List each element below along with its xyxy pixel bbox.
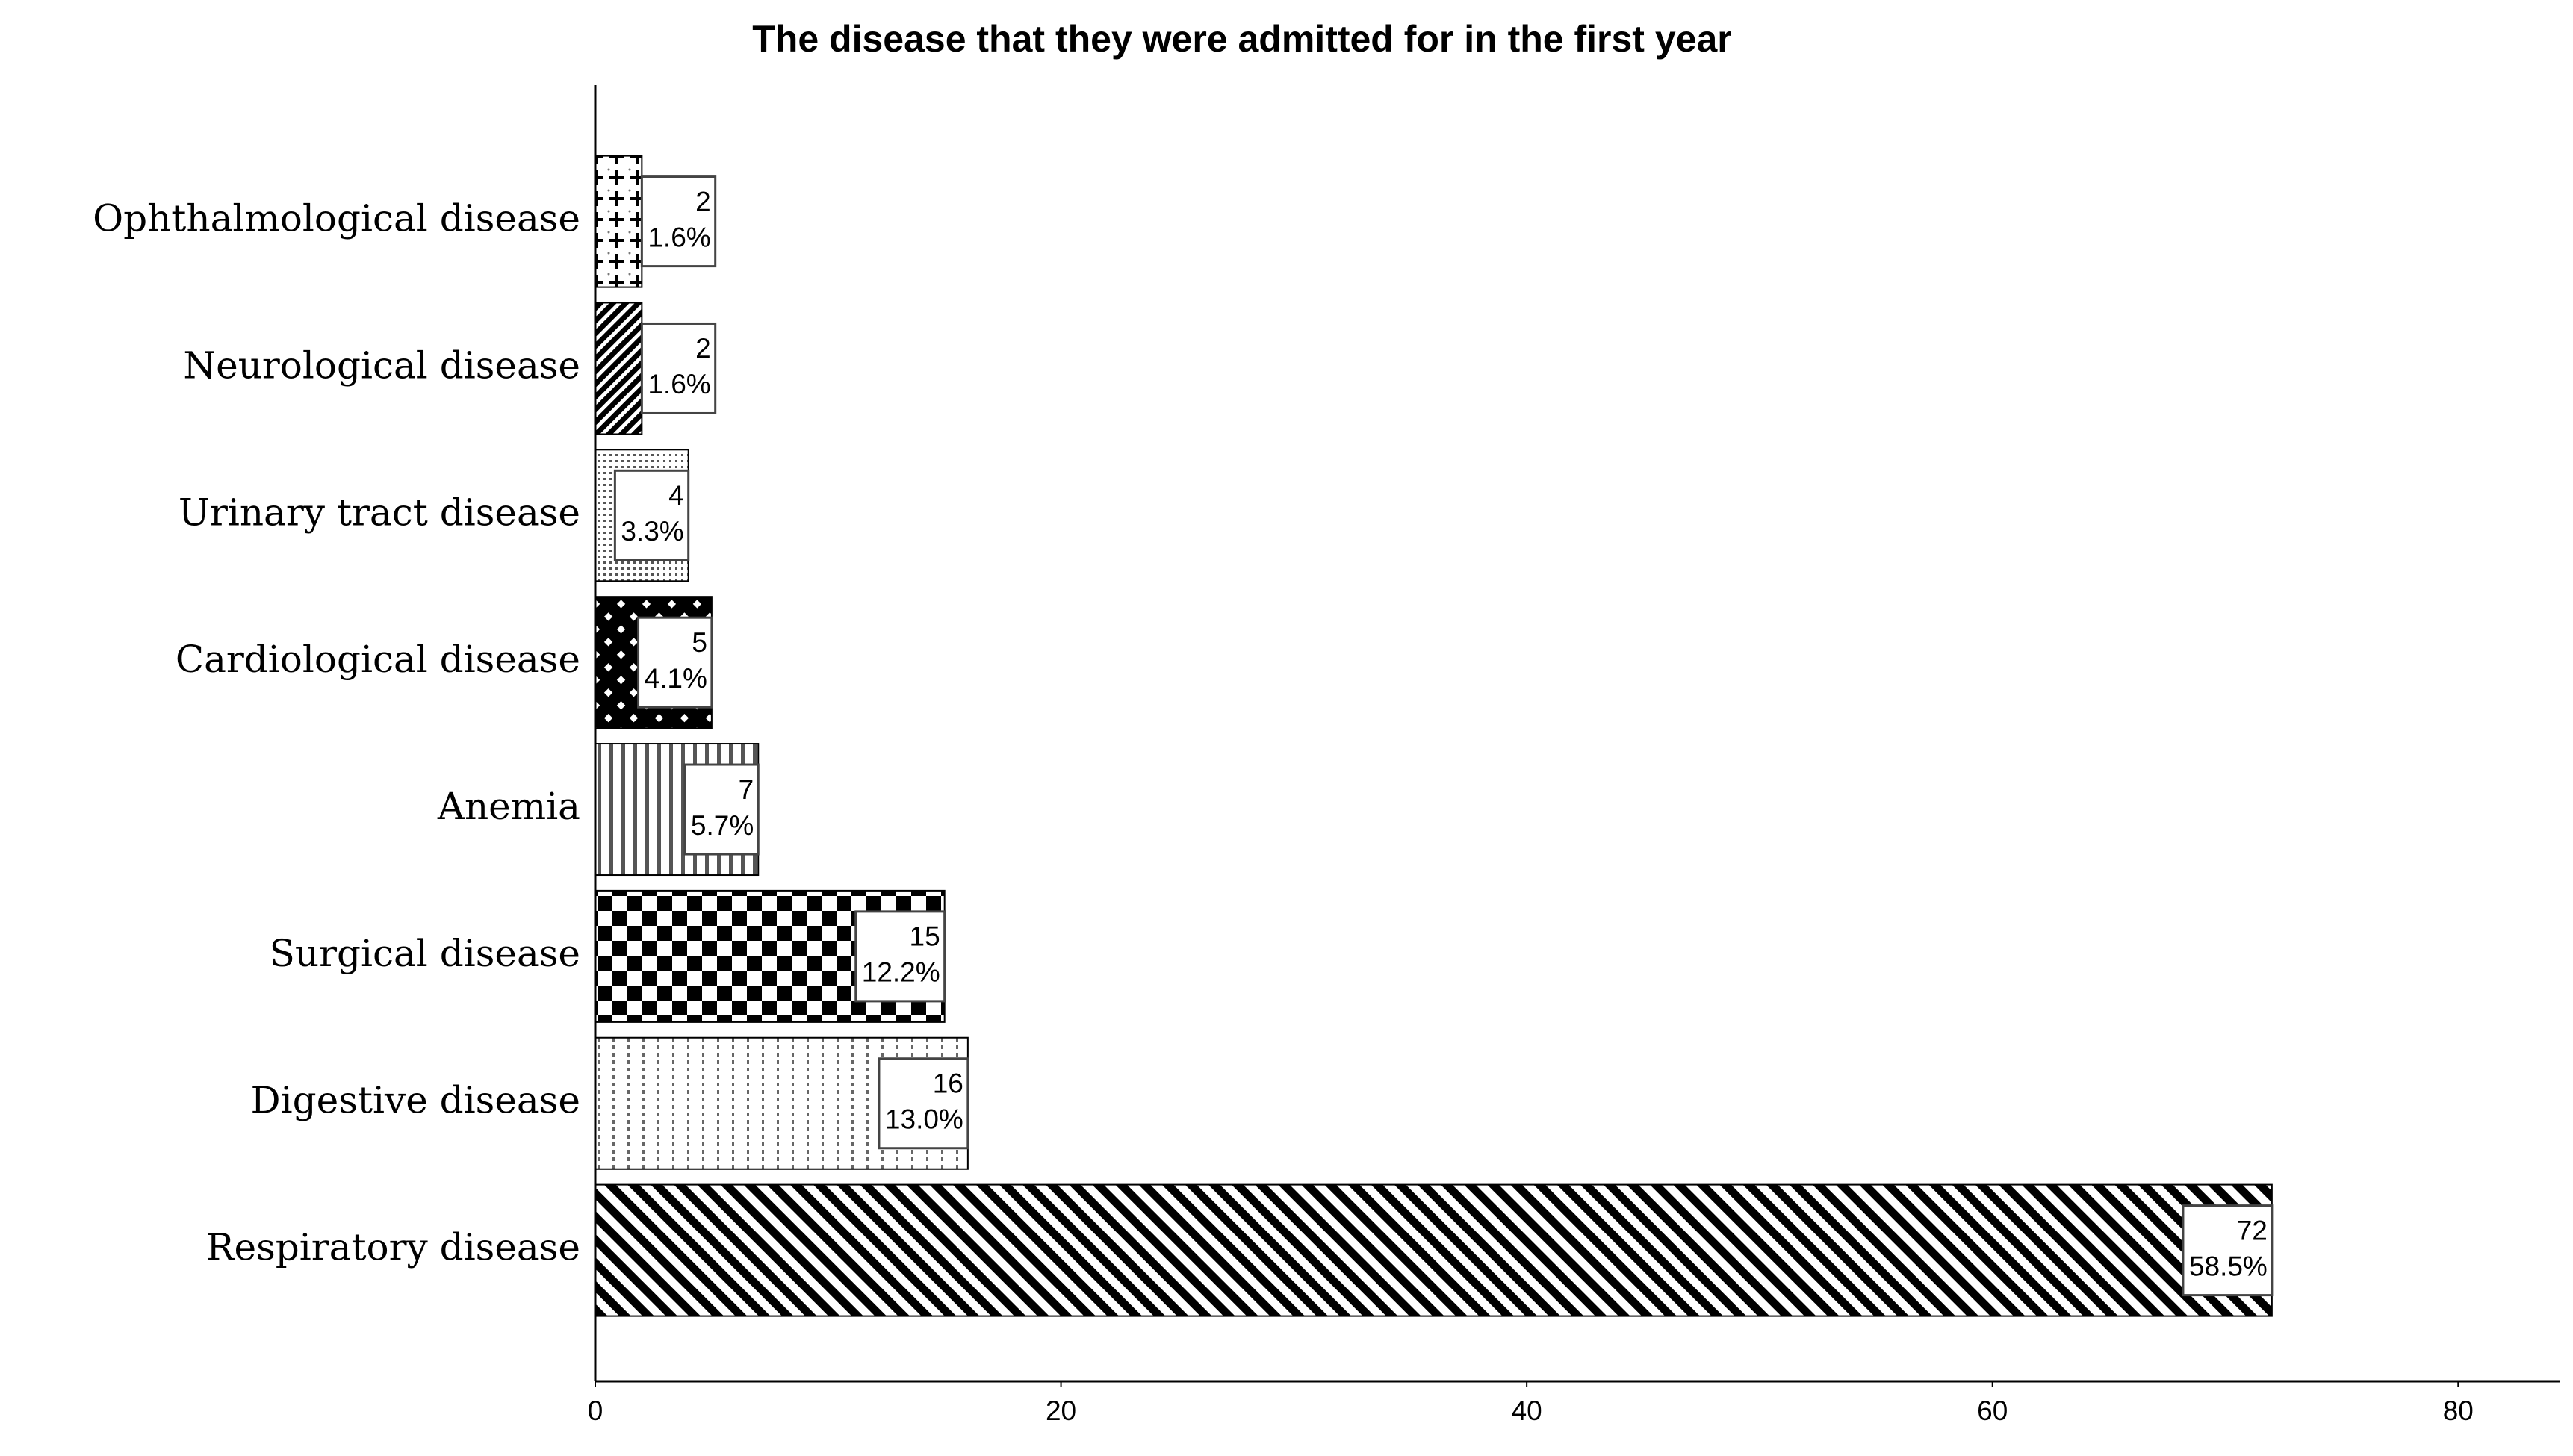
- value-label: 16 13.0%: [878, 1057, 969, 1150]
- value-label-box: [640, 175, 717, 268]
- y-tick-label: Ophthalmological disease: [93, 197, 580, 240]
- value-label-count: 16: [933, 1068, 963, 1099]
- value-label: 72 58.5%: [2182, 1204, 2274, 1297]
- x-tick-label: 40: [1512, 1396, 1542, 1426]
- bar: [595, 155, 643, 288]
- value-label-percent: 4.1%: [645, 663, 707, 694]
- value-label-percent: 3.3%: [621, 516, 683, 547]
- value-label: 2 1.6%: [640, 322, 717, 414]
- value-label-count: 2: [695, 333, 711, 364]
- value-label-count: 72: [2237, 1215, 2268, 1245]
- value-label-percent: 5.7%: [691, 810, 754, 841]
- x-tick-label: 60: [1977, 1396, 2008, 1426]
- value-label-count: 7: [739, 774, 754, 805]
- y-tick-label: Cardiological disease: [176, 638, 580, 681]
- value-label-box: [637, 616, 713, 709]
- value-label-box: [640, 322, 717, 414]
- value-label: 4 3.3%: [613, 469, 690, 561]
- value-label-percent: 12.2%: [862, 957, 940, 988]
- value-label-count: 4: [668, 480, 684, 511]
- value-label-percent: 1.6%: [648, 369, 710, 399]
- value-label: 5 4.1%: [637, 616, 713, 709]
- value-label-count: 5: [692, 627, 707, 658]
- plot-area: 0 20 40 60 80 Ophthalmological disease 2 1.6% Ne…: [93, 155, 2474, 1426]
- value-label-count: 15: [910, 921, 940, 952]
- value-label: 2 1.6%: [640, 175, 717, 268]
- value-label-box: [613, 469, 690, 561]
- value-label-box: [878, 1057, 969, 1150]
- value-label-box: [683, 763, 760, 856]
- bar: [595, 302, 643, 435]
- y-tick-label: Anemia: [437, 785, 580, 828]
- y-tick-label: Digestive disease: [251, 1079, 580, 1122]
- chart-title: The disease that they were admitted for …: [752, 18, 1731, 60]
- y-tick-label: Surgical disease: [270, 932, 580, 975]
- y-tick-label: Respiratory disease: [206, 1226, 580, 1269]
- x-tick-label: 0: [588, 1396, 603, 1426]
- value-label-box: [2182, 1204, 2274, 1297]
- x-tick-label: 20: [1046, 1396, 1076, 1426]
- value-label-box: [854, 910, 946, 1003]
- y-tick-label: Neurological disease: [183, 343, 580, 387]
- value-label: 7 5.7%: [683, 763, 760, 856]
- value-label: 15 12.2%: [854, 910, 946, 1003]
- value-label-percent: 1.6%: [648, 222, 710, 252]
- value-label-percent: 58.5%: [2189, 1251, 2268, 1281]
- value-label-percent: 13.0%: [885, 1104, 963, 1135]
- x-tick-label: 80: [2443, 1396, 2474, 1426]
- bar: [595, 1183, 2273, 1317]
- y-tick-label: Urinary tract disease: [179, 491, 580, 534]
- value-label-count: 2: [695, 186, 711, 217]
